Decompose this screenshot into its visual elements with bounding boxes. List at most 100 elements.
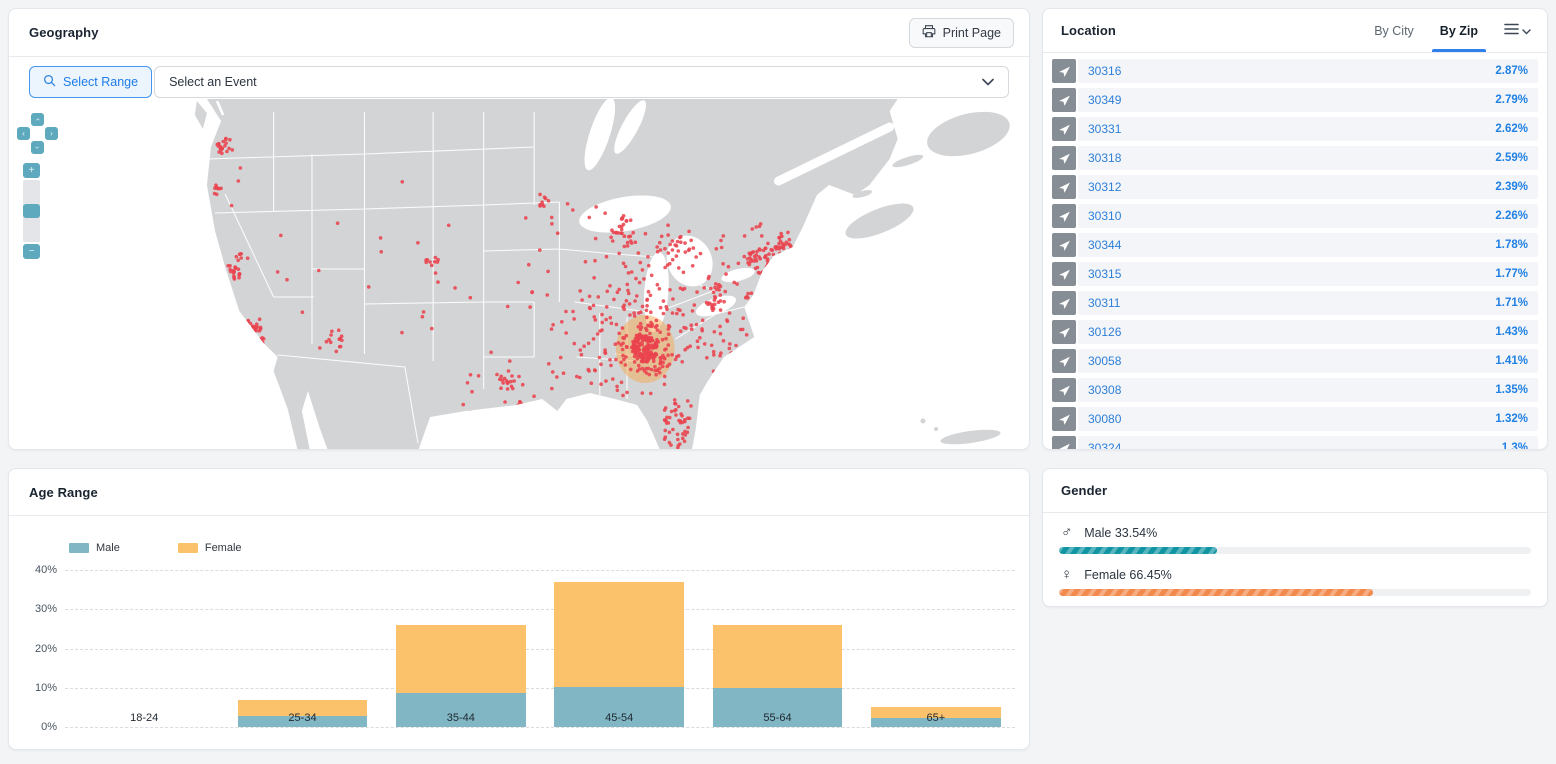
coast-inlets: [209, 100, 225, 126]
gender-title: Gender: [1061, 483, 1108, 498]
location-row[interactable]: 30318 2.59%: [1052, 146, 1538, 170]
zip-percentage: 1.43%: [1495, 326, 1528, 338]
location-row-bar: 30331 2.62%: [1078, 117, 1538, 141]
geography-toolbar: Select Range Select an Event: [29, 66, 1009, 98]
location-row[interactable]: 30311 1.71%: [1052, 291, 1538, 315]
location-arrow-icon: [1052, 204, 1076, 228]
zoom-slider-handle[interactable]: [23, 204, 40, 218]
pan-right-button[interactable]: ›: [45, 127, 58, 140]
list-menu-button[interactable]: [1504, 22, 1531, 40]
pan-left-button[interactable]: ‹: [17, 127, 30, 140]
location-row[interactable]: 30324 1.3%: [1052, 436, 1538, 450]
location-arrow-icon: [1052, 349, 1076, 373]
location-arrow-icon: [1052, 291, 1076, 315]
zip-percentage: 1.41%: [1495, 355, 1528, 367]
location-arrow-icon: [1052, 320, 1076, 344]
location-row[interactable]: 30126 1.43%: [1052, 320, 1538, 344]
zip-link[interactable]: 30344: [1088, 238, 1122, 252]
zip-percentage: 2.62%: [1495, 123, 1528, 135]
legend-item: Female: [177, 542, 242, 554]
legend-label: Male: [96, 542, 120, 554]
map-dots: [206, 136, 799, 449]
location-row[interactable]: 30058 1.41%: [1052, 349, 1538, 373]
select-range-button[interactable]: Select Range: [29, 66, 153, 98]
print-page-label: Print Page: [942, 25, 1001, 40]
zip-link[interactable]: 30308: [1088, 383, 1122, 397]
location-arrow-icon: [1052, 59, 1076, 83]
map-zoom-control: + −: [23, 163, 40, 259]
zip-link[interactable]: 30315: [1088, 267, 1122, 281]
zip-link[interactable]: 30312: [1088, 180, 1122, 194]
gender-panel: Gender ♂ Male 33.54% ♀ Female 66.45%: [1042, 468, 1548, 607]
chart-bar-group: 55-64: [698, 570, 856, 727]
pan-down-button[interactable]: ›: [31, 141, 44, 154]
location-arrow-icon: [1052, 233, 1076, 257]
pan-up-button[interactable]: ›: [31, 113, 44, 126]
map-islands: [194, 101, 1010, 445]
gridline: [65, 570, 1015, 571]
location-panel: Location By City By Zip 30316 2.87% 30349 2…: [1042, 8, 1548, 450]
bar-segment-female: [712, 624, 843, 688]
location-row-bar: 30310 2.26%: [1078, 204, 1538, 228]
bar-segment-male: [395, 692, 526, 727]
zip-link[interactable]: 30324: [1088, 441, 1122, 450]
zip-link[interactable]: 30080: [1088, 412, 1122, 426]
chevron-right-icon: ›: [50, 129, 53, 138]
us-map[interactable]: › ‹ › › + −: [9, 99, 1029, 449]
x-axis-category: 18-24: [130, 712, 159, 724]
tab-by-zip[interactable]: By Zip: [1431, 9, 1487, 52]
gender-value-text: Male 33.54%: [1084, 525, 1158, 540]
search-icon: [43, 74, 56, 90]
male-icon: ♂: [1061, 524, 1073, 541]
gender-row: ♂ Male 33.54%: [1059, 525, 1531, 554]
location-row-bar: 30344 1.78%: [1078, 233, 1538, 257]
zip-link[interactable]: 30311: [1088, 296, 1121, 310]
location-row[interactable]: 30315 1.77%: [1052, 262, 1538, 286]
gender-list: ♂ Male 33.54% ♀ Female 66.45%: [1043, 513, 1547, 596]
chevron-down-icon: [982, 75, 994, 89]
bar-segment-male: [712, 687, 843, 727]
zoom-in-button[interactable]: +: [23, 163, 40, 178]
y-axis-tick: 30%: [34, 603, 57, 616]
location-row[interactable]: 30349 2.79%: [1052, 88, 1538, 112]
zip-link[interactable]: 30349: [1088, 93, 1122, 107]
chevron-down-icon: [1522, 22, 1531, 40]
location-list: 30316 2.87% 30349 2.79% 30331 2.62% 30318 2.59%…: [1043, 53, 1547, 450]
zip-link[interactable]: 30126: [1088, 325, 1122, 339]
zip-percentage: 2.87%: [1495, 65, 1528, 77]
location-row[interactable]: 30331 2.62%: [1052, 117, 1538, 141]
bar-segment-female: [237, 699, 368, 717]
zoom-out-button[interactable]: −: [23, 244, 40, 259]
chart-bar-group: 35-44: [382, 570, 540, 727]
zoom-slider-track[interactable]: [23, 180, 40, 242]
age-chart-plot: 40% 30% 20% 10% 0% 18-24 25-34 35-44 45-54 55-64 6…: [35, 564, 1015, 733]
event-select-dropdown[interactable]: Select an Event: [154, 66, 1009, 98]
zip-link[interactable]: 30318: [1088, 151, 1122, 165]
gender-value-text: Female 66.45%: [1084, 567, 1172, 582]
zip-link[interactable]: 30331: [1088, 122, 1122, 136]
tab-by-city[interactable]: By City: [1374, 23, 1414, 38]
location-row[interactable]: 30308 1.35%: [1052, 378, 1538, 402]
map-pan-control: › ‹ › ›: [17, 113, 59, 155]
geography-header: Geography Print Page: [9, 9, 1029, 57]
map-canvas: [194, 99, 1010, 449]
map-landmass: [206, 99, 898, 449]
location-row-bar: 30315 1.77%: [1078, 262, 1538, 286]
print-page-button[interactable]: Print Page: [908, 17, 1014, 48]
age-range-title: Age Range: [29, 484, 98, 500]
location-row[interactable]: 30310 2.26%: [1052, 204, 1538, 228]
location-row[interactable]: 30312 2.39%: [1052, 175, 1538, 199]
location-row[interactable]: 30344 1.78%: [1052, 233, 1538, 257]
gender-bar-track: [1059, 589, 1531, 596]
location-row[interactable]: 30080 1.32%: [1052, 407, 1538, 431]
y-axis-tick: 0%: [41, 721, 57, 733]
geography-panel: Geography Print Page Select Range Select…: [8, 8, 1030, 450]
menu-icon: [1504, 22, 1519, 40]
location-row[interactable]: 30316 2.87%: [1052, 59, 1538, 83]
chart-legend: Male Female: [69, 542, 1029, 554]
x-axis-category: 35-44: [446, 712, 475, 724]
zip-link[interactable]: 30316: [1088, 64, 1122, 78]
chart-bar-group: 25-34: [223, 570, 381, 727]
zip-link[interactable]: 30058: [1088, 354, 1122, 368]
zip-link[interactable]: 30310: [1088, 209, 1122, 223]
